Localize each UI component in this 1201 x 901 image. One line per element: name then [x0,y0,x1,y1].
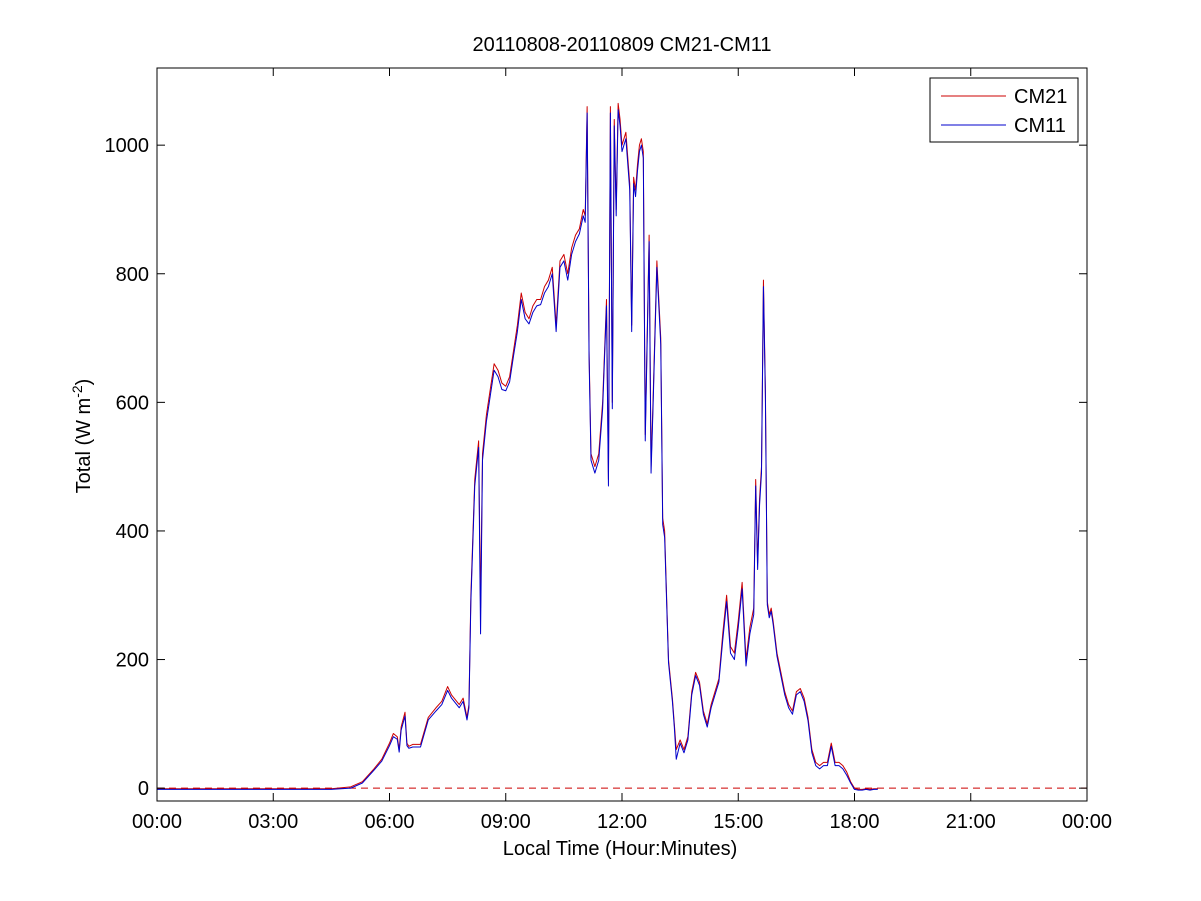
axes-box [156,67,1088,802]
y-tick-label: 800 [116,264,149,286]
legend: CM21 CM11 [929,77,1079,143]
x-tick-label: 03:00 [248,811,298,833]
y-tick-label: 1000 [105,135,150,157]
series-line-cm21 [157,102,878,790]
x-tick-label: 21:00 [946,811,996,833]
y-axis: 0 200 400 600 800 1000 [105,135,1087,800]
legend-box [929,77,1079,143]
legend-label-cm21: CM21 [1014,86,1067,108]
x-tick-label: 00:00 [1062,811,1112,833]
y-tick-label: 0 [138,778,149,800]
series-line-cm11 [157,109,878,791]
x-tick-label: 06:00 [364,811,414,833]
y-axis-label-close: ) [73,379,95,386]
x-tick-label: 15:00 [713,811,763,833]
legend-label-cm11: CM11 [1014,115,1066,137]
y-tick-label: 200 [116,650,149,672]
x-tick-label: 00:00 [132,811,182,833]
x-axis-label: Local Time (Hour:Minutes) [503,838,738,860]
x-tick-label: 18:00 [829,811,879,833]
chart-title: 20110808-20110809 CM21-CM11 [472,34,771,56]
y-tick-label: 400 [116,521,149,543]
x-tick-label: 12:00 [597,811,647,833]
y-axis-label-superscript: -2 [69,385,85,398]
y-tick-label: 600 [116,392,149,414]
y-axis-label: Total (W m-2) [69,379,95,494]
x-axis: 00:00 03:00 06:00 09:00 12:00 15:00 18:00 21:00… [132,68,1112,833]
x-tick-label: 09:00 [481,811,531,833]
plot-area [157,102,1087,791]
y-axis-label-main: Total (W m [73,398,95,494]
